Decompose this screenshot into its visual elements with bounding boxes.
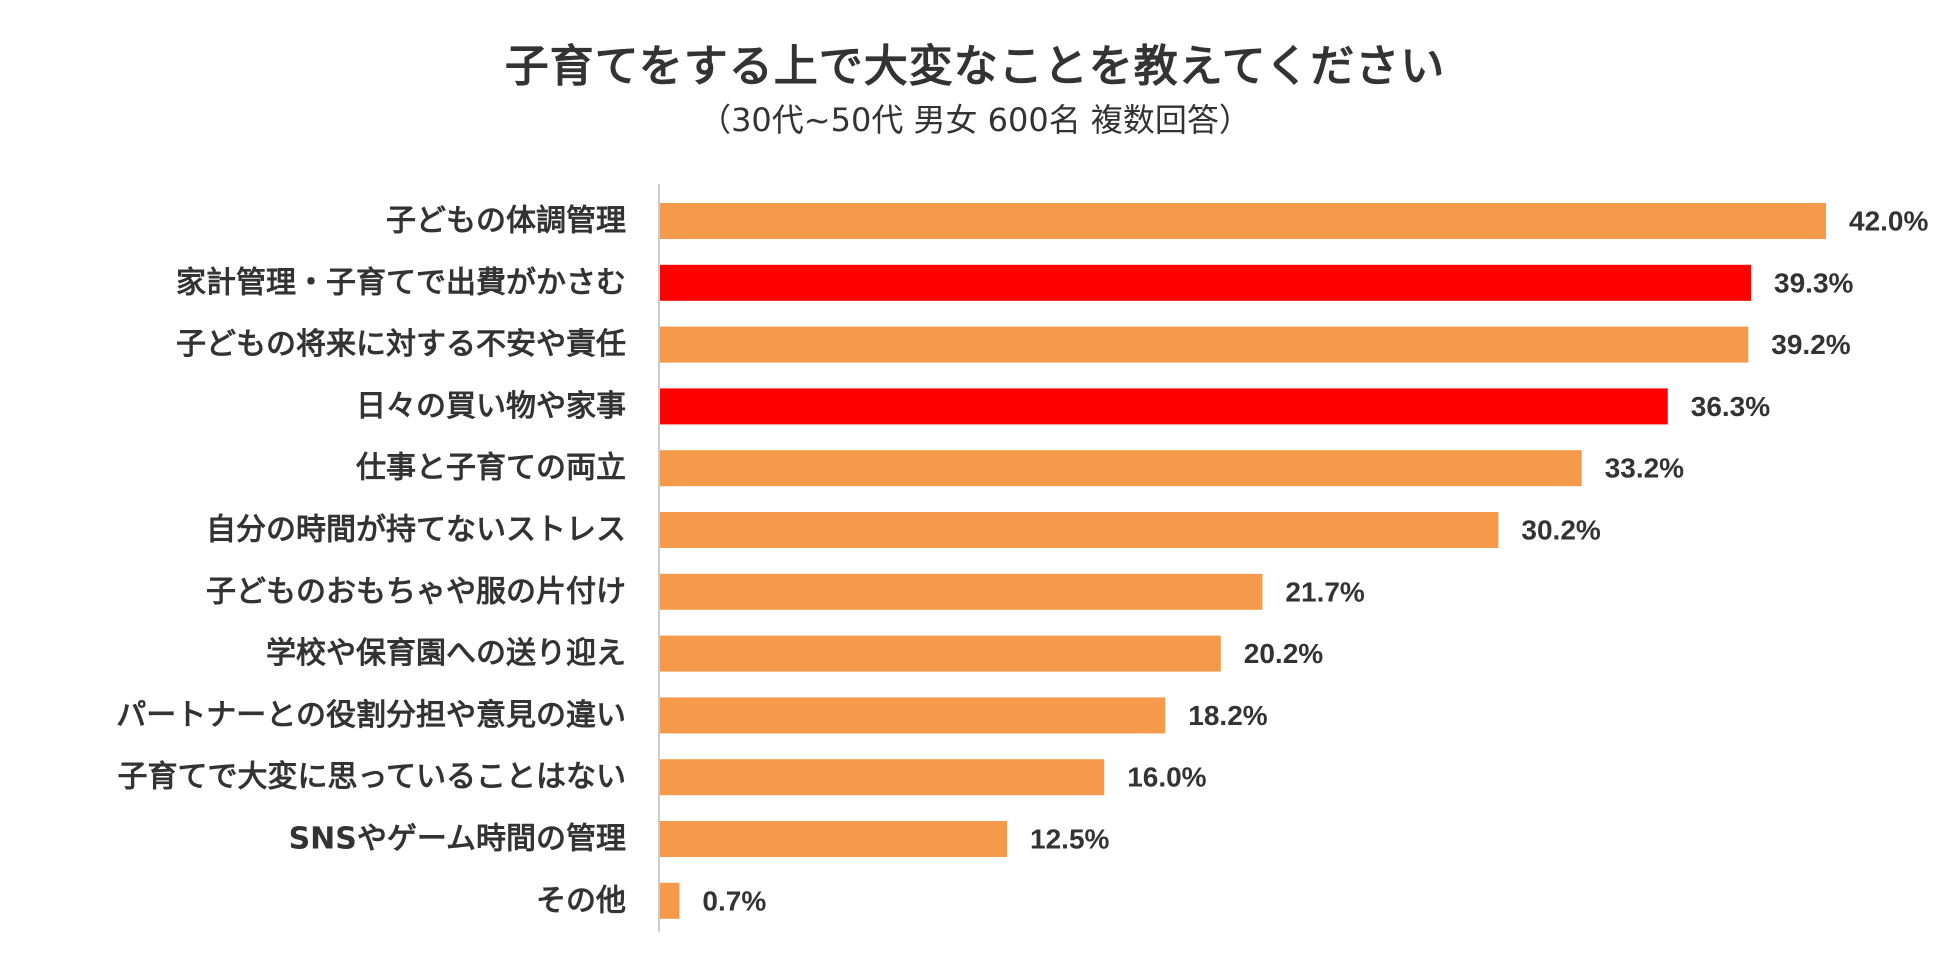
category-label-9: パートナーとの役割分担や意見の違い	[116, 698, 626, 733]
category-label-5: 仕事と子育ての両立	[355, 451, 626, 486]
category-label-12: その他	[536, 883, 626, 918]
value-label-1: 42.0%	[1849, 206, 1928, 237]
value-label-5: 33.2%	[1605, 453, 1684, 484]
value-label-10: 16.0%	[1127, 762, 1206, 793]
category-label-10: 子育てで大変に思っていることはない	[118, 760, 627, 795]
bar-7	[660, 573, 1263, 610]
category-label-7: 子どものおもちゃや服の片付け	[206, 574, 626, 609]
bar-11	[660, 821, 1008, 857]
bar-12	[660, 882, 680, 919]
bar-6	[660, 512, 1499, 548]
bars-layer: 子どもの体調管理 42.0% 家計管理・子育てで出費がかさむ 39.3% 子どもの将来に…	[116, 203, 1928, 919]
bar-3	[660, 326, 1749, 363]
category-label-3: 子どもの将来に対する不安や責任	[176, 327, 626, 362]
value-label-6: 30.2%	[1521, 515, 1600, 546]
bar-5	[660, 450, 1582, 487]
category-label-11: SNSやゲーム時間の管理	[289, 822, 626, 857]
value-label-8: 20.2%	[1244, 638, 1323, 669]
category-label-8: 学校や保育園への送り迎え	[266, 636, 626, 671]
category-label-4: 日々の買い物や家事	[356, 389, 626, 424]
chart-title: 子育てをする上で大変なことを教えてください	[504, 41, 1446, 92]
chart-subtitle: （30代~50代 男女 600名 複数回答）	[699, 101, 1251, 139]
bar-8	[660, 635, 1221, 672]
bar-10	[660, 759, 1105, 796]
bar-9	[660, 697, 1166, 734]
value-label-3: 39.2%	[1771, 329, 1850, 360]
category-label-1: 子どもの体調管理	[386, 204, 626, 239]
bar-4	[660, 388, 1668, 425]
value-label-9: 18.2%	[1188, 700, 1267, 731]
value-label-12: 0.7%	[702, 885, 766, 916]
bar-2	[660, 264, 1752, 301]
category-label-2: 家計管理・子育てで出費がかさむ	[176, 265, 626, 300]
bar-1	[660, 203, 1826, 239]
value-label-2: 39.3%	[1774, 267, 1853, 298]
value-label-7: 21.7%	[1285, 576, 1364, 607]
value-label-4: 36.3%	[1691, 391, 1770, 422]
value-label-11: 12.5%	[1030, 824, 1109, 855]
category-label-6: 自分の時間が持てないストレス	[206, 513, 626, 548]
